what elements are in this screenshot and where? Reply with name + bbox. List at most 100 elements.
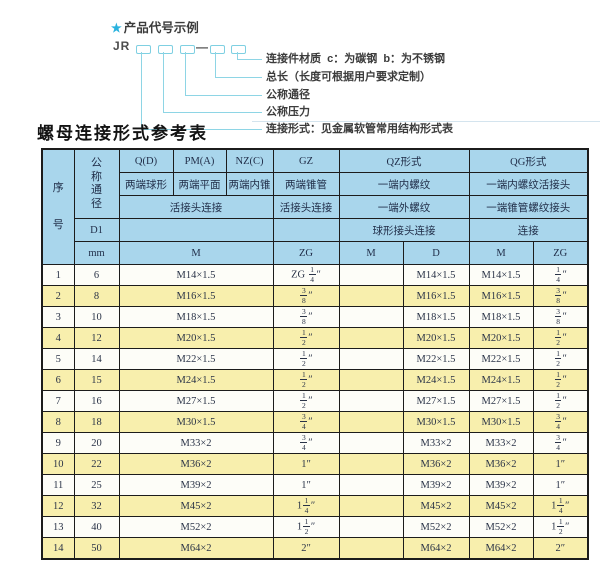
table-row: 2 8 M16×1.5 3 8 ″ M16×1.5 M16×1.5 3 8 ″ xyxy=(41,285,589,307)
table-cell: M39×2 xyxy=(402,474,470,496)
table-row: 14 50 M64×2 2″ M64×2 M64×2 2″ xyxy=(41,537,589,560)
table-cell xyxy=(338,264,404,286)
table-cell: 5 xyxy=(41,348,75,370)
table-cell: 1″ xyxy=(272,453,340,475)
header-cell: QG形式 xyxy=(468,148,589,173)
table-cell xyxy=(338,369,404,391)
table-cell: 10 xyxy=(73,306,120,328)
connector-line xyxy=(163,52,165,113)
table-cell: M45×2 xyxy=(402,495,470,517)
product-code-example-heading: ★ 产品代号示例 xyxy=(111,17,199,36)
callout-nominal-pressure: 公称压力 xyxy=(266,106,310,118)
table-cell xyxy=(338,537,404,560)
table-cell: 1″ xyxy=(272,474,340,496)
table-cell: 12 xyxy=(73,327,120,349)
header-cell: 序号 xyxy=(41,148,75,265)
table-cell: M22×1.5 xyxy=(402,348,470,370)
header-cell: 两端内锥 xyxy=(225,172,274,196)
table-cell xyxy=(338,516,404,538)
header-cell: D1 xyxy=(73,218,120,242)
table-cell: M27×1.5 xyxy=(402,390,470,412)
callout-nominal-diameter: 公称通径 xyxy=(266,89,310,101)
table-cell: 2 xyxy=(41,285,75,307)
table-row: 5 14 M22×1.5 1 2 ″ M22×1.5 M22×1.5 1 2 ″ xyxy=(41,348,589,370)
table-cell: M36×2 xyxy=(402,453,470,475)
table-cell: M16×1.5 xyxy=(468,285,534,307)
connector-line xyxy=(237,59,262,61)
table-cell: M18×1.5 xyxy=(118,306,274,328)
table-cell: 3 8 ″ xyxy=(272,285,340,307)
table-cell xyxy=(338,390,404,412)
table-cell: 3 xyxy=(41,306,75,328)
table-cell: M45×2 xyxy=(118,495,274,517)
table-cell xyxy=(338,495,404,517)
header-cell: ZG xyxy=(532,241,589,265)
connector-line xyxy=(237,52,239,60)
header-cell: 活接头连接 xyxy=(272,195,340,219)
header-cell: 一端内螺纹活接头 xyxy=(468,172,589,196)
table-cell: M36×2 xyxy=(118,453,274,475)
table-row: 11 25 M39×2 1″ M39×2 M39×2 1″ xyxy=(41,474,589,496)
table-cell: 1 xyxy=(41,264,75,286)
header-cell: 两端锥管 xyxy=(272,172,340,196)
product-code-prefix: JR xyxy=(113,39,131,53)
code-box-4 xyxy=(210,45,225,54)
table-cell: M39×2 xyxy=(118,474,274,496)
code-box-5 xyxy=(231,45,246,54)
callout-total-length: 总长（长度可根据用户要求定制） xyxy=(266,71,431,83)
table-cell: 6 xyxy=(73,264,120,286)
table-cell: 1 1 4 ″ xyxy=(272,495,340,517)
header-cell: 两端平面 xyxy=(172,172,227,196)
table-cell xyxy=(338,285,404,307)
table-cell: ZG 1 4 ″ xyxy=(272,264,340,286)
table-cell: 1 4 ″ xyxy=(532,264,589,286)
header-cell: 两端球形 xyxy=(118,172,174,196)
table-row: 10 22 M36×2 1″ M36×2 M36×2 1″ xyxy=(41,453,589,475)
table-cell: M64×2 xyxy=(402,537,470,560)
header-cell: ZG xyxy=(272,241,340,265)
table-cell: M30×1.5 xyxy=(468,411,534,433)
table-cell: M24×1.5 xyxy=(118,369,274,391)
header-cell: 一端内螺纹 xyxy=(338,172,470,196)
table-cell: 20 xyxy=(73,432,120,454)
reference-table: 序号公称通径 Q(D) PM(A) NZ(C) GZ QZ形式 QG形式 两端球形 两端平面 两端… xyxy=(41,148,589,560)
connector-line xyxy=(185,52,187,96)
table-cell: M22×1.5 xyxy=(468,348,534,370)
table-cell: 15 xyxy=(73,369,120,391)
table-cell: M14×1.5 xyxy=(118,264,274,286)
table-cell xyxy=(338,432,404,454)
header-cell: M xyxy=(338,241,404,265)
table-cell: 1 2 ″ xyxy=(532,369,589,391)
table-cell: 14 xyxy=(73,348,120,370)
table-row: 1 6 M14×1.5 ZG 1 4 ″ M14×1.5 M14×1.5 1 4 ″ xyxy=(41,264,589,286)
table-cell: 11 xyxy=(41,474,75,496)
table-cell: 1 1 2 ″ xyxy=(532,516,589,538)
table-cell: M24×1.5 xyxy=(468,369,534,391)
header-cell xyxy=(118,218,274,242)
table-row: 7 16 M27×1.5 1 2 ″ M27×1.5 M27×1.5 1 2 ″ xyxy=(41,390,589,412)
table-cell xyxy=(338,327,404,349)
table-head: 序号公称通径 Q(D) PM(A) NZ(C) GZ QZ形式 QG形式 两端球形 两端平面 两端… xyxy=(41,148,589,265)
table-cell: 3 8 ″ xyxy=(272,306,340,328)
table-cell xyxy=(338,306,404,328)
table-row: 13 40 M52×2 1 1 2 ″ M52×2 M52×2 1 1 2 ″ xyxy=(41,516,589,538)
connector-line xyxy=(215,77,262,79)
header-cell: 连接 xyxy=(468,218,589,242)
table-row: 6 15 M24×1.5 1 2 ″ M24×1.5 M24×1.5 1 2 ″ xyxy=(41,369,589,391)
header-row: D1 球形接头连接 连接 xyxy=(42,218,589,242)
table-cell: 40 xyxy=(73,516,120,538)
connector-line xyxy=(141,129,262,131)
table-cell: M64×2 xyxy=(118,537,274,560)
